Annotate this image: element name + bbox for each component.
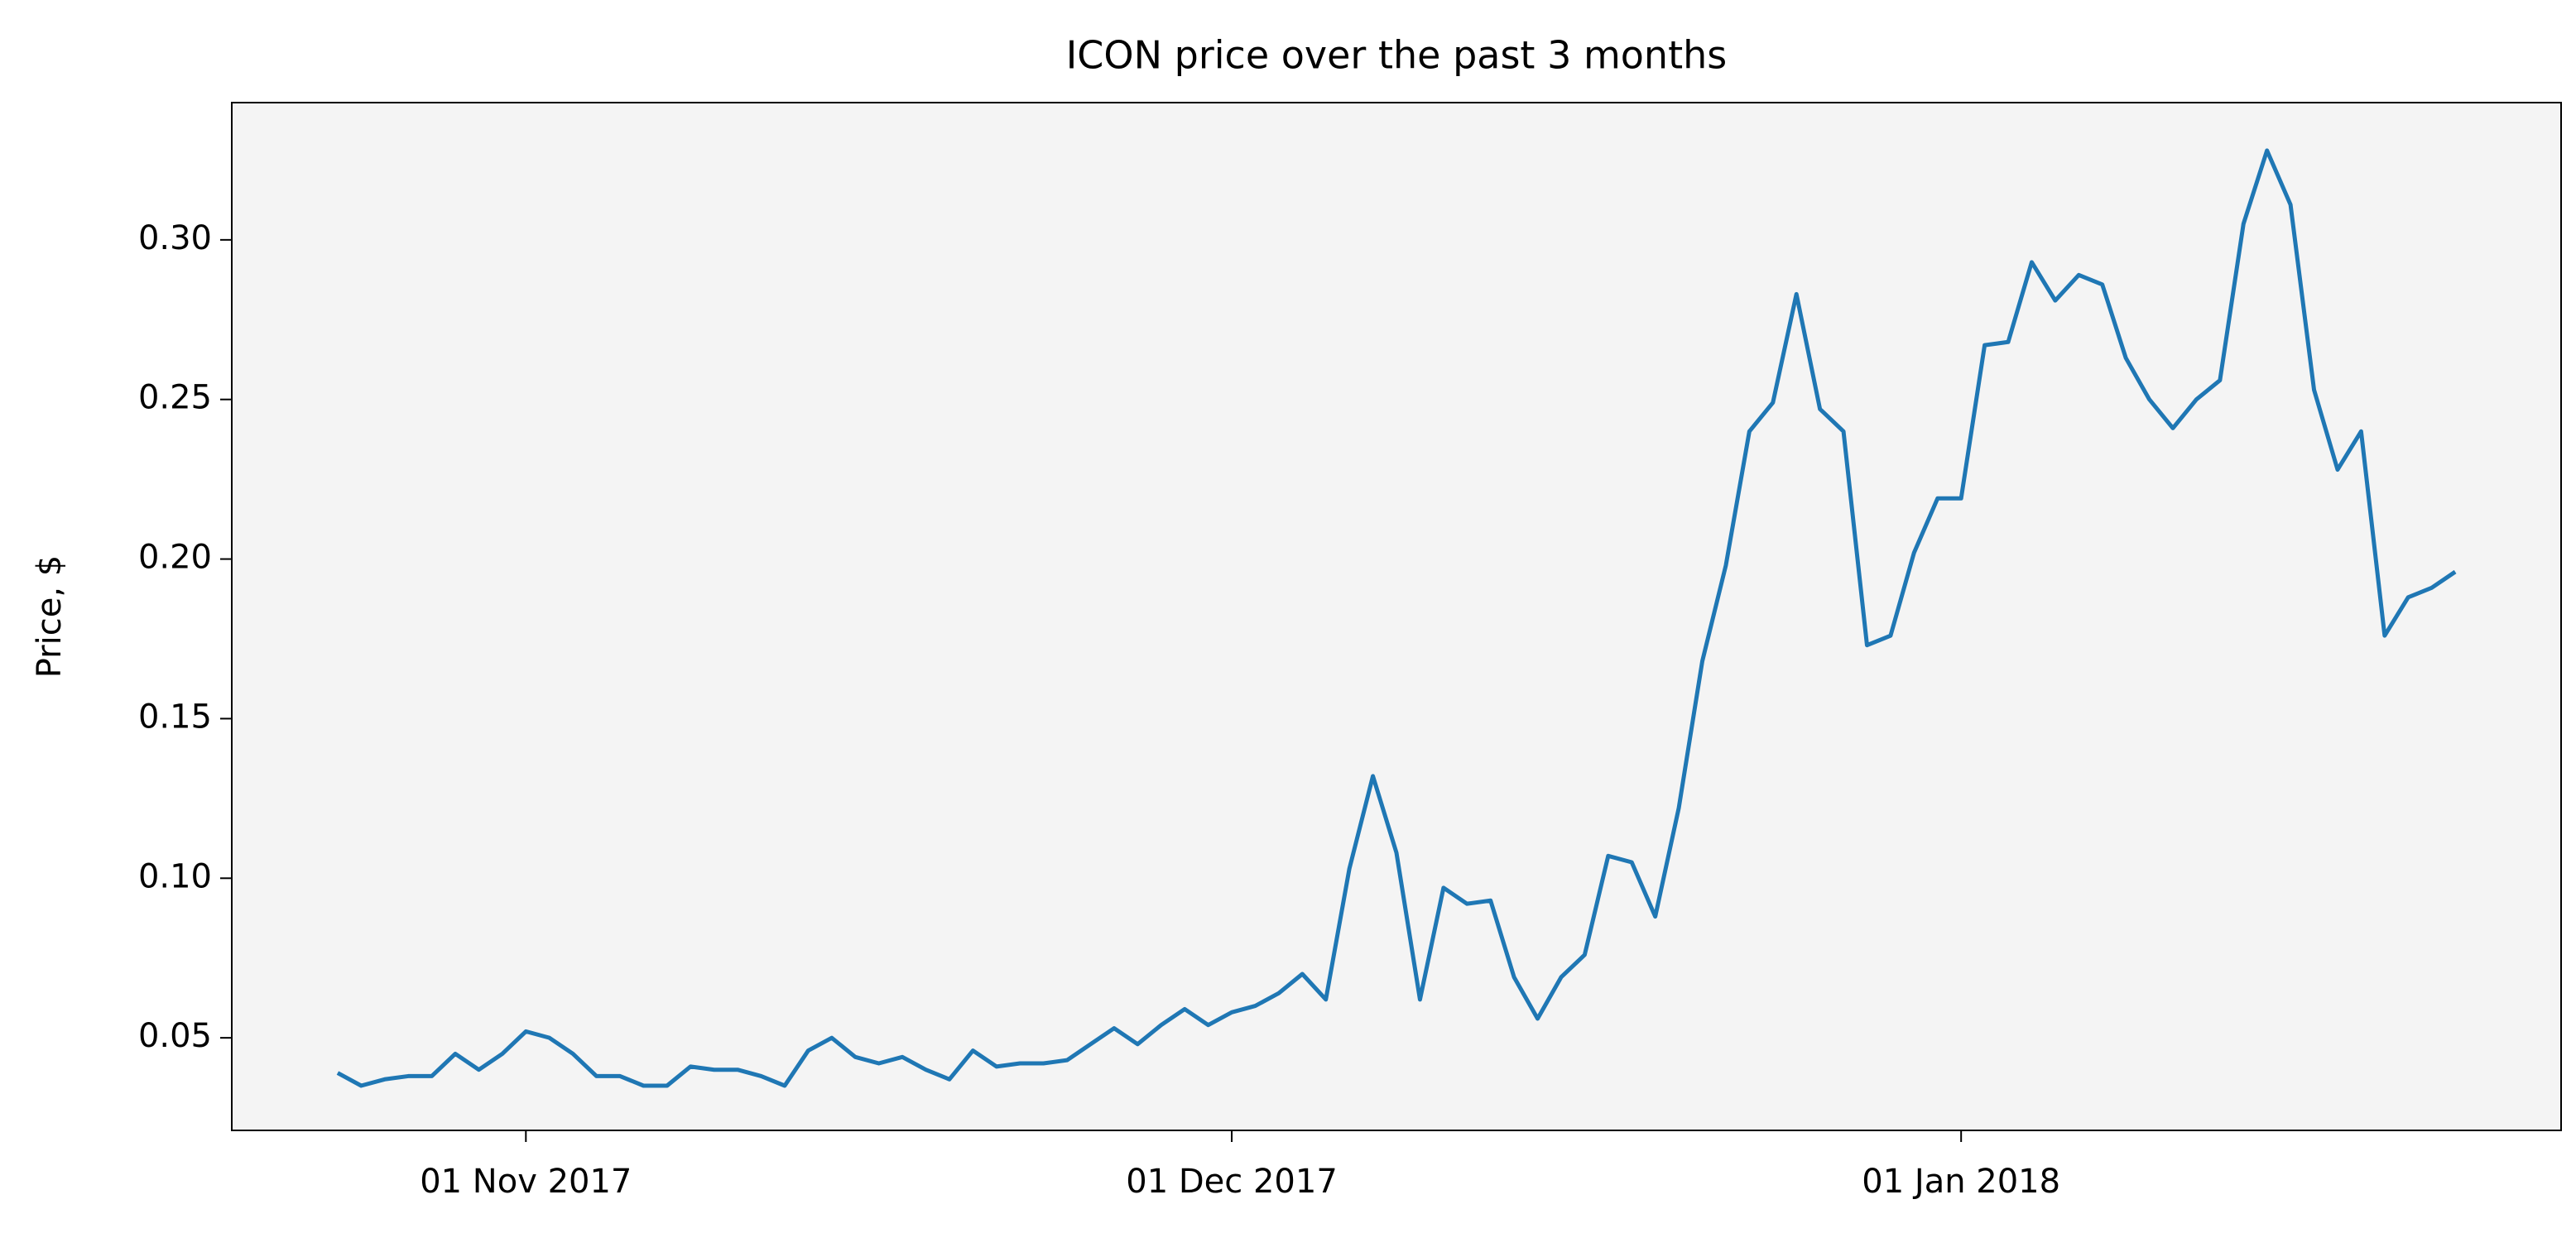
chart-title: ICON price over the past 3 months — [1066, 33, 1728, 78]
y-tick-label: 0.25 — [138, 379, 212, 417]
y-tick-label: 0.10 — [138, 857, 212, 895]
y-axis-label: Price, $ — [31, 555, 69, 678]
plot-frame — [231, 102, 2562, 1131]
y-tick-label: 0.15 — [138, 698, 212, 736]
x-tick-label: 01 Jan 2018 — [1862, 1163, 2060, 1201]
y-tick-label: 0.20 — [138, 539, 212, 577]
y-tick-label: 0.30 — [138, 219, 212, 257]
plot-area — [232, 103, 2561, 1130]
price-line — [336, 148, 2457, 1088]
x-tick-label: 01 Nov 2017 — [420, 1163, 632, 1201]
x-tick-label: 01 Dec 2017 — [1126, 1163, 1338, 1201]
y-tick-label: 0.05 — [138, 1017, 212, 1055]
